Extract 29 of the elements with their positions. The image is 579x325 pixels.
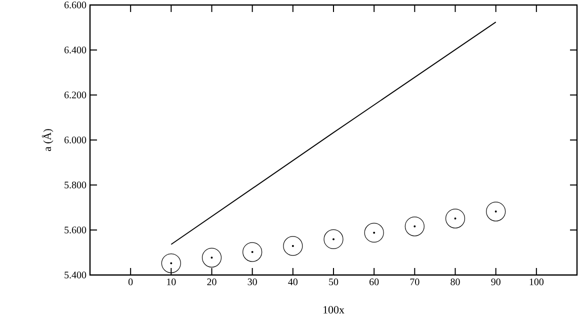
x-axis-title: 100x	[324, 306, 344, 314]
point	[283, 236, 303, 256]
y-tick-label: 5.800	[64, 182, 86, 188]
x-tick-label: 60	[370, 278, 379, 286]
y-axis-title: a (Å)	[42, 129, 54, 152]
y-tick-label: 5.400	[64, 272, 86, 278]
point	[445, 208, 466, 228]
point	[202, 248, 222, 268]
x-tick-label: 30	[248, 278, 257, 286]
point	[242, 242, 262, 262]
point	[161, 254, 181, 274]
y-tick-label: 6.200	[64, 92, 86, 98]
y-tick-label: 6.400	[64, 46, 86, 54]
x-tick-label: 80	[450, 278, 460, 286]
point	[404, 216, 424, 236]
point	[364, 222, 384, 242]
x-tick-label: 10	[167, 278, 176, 286]
point	[324, 229, 344, 250]
y-tick-label: 6.000	[64, 136, 86, 144]
x-tick-label: 20	[207, 278, 216, 286]
x-tick-label: 70	[410, 278, 420, 286]
x-tick-label: 90	[491, 278, 500, 286]
x-tick-label: 50	[329, 278, 338, 286]
x-tick-label: 100	[530, 278, 544, 286]
point	[486, 202, 506, 222]
x-tick-label: 0	[128, 278, 133, 286]
x-tick-label: 40	[288, 278, 298, 286]
y-tick-label: 6.600	[64, 2, 86, 8]
y-tick-label: 5.600	[64, 226, 86, 234]
